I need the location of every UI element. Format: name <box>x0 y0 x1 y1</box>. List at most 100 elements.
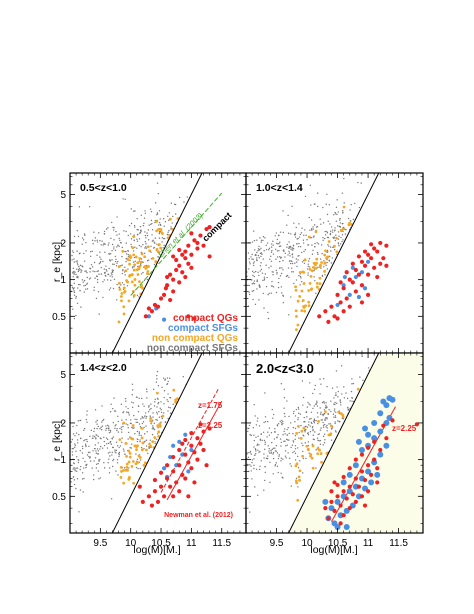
compact-sfg-point <box>365 259 371 264</box>
sfg-point <box>109 455 111 457</box>
sfg-point <box>312 434 314 436</box>
sfg-point <box>136 294 139 296</box>
sfg-point <box>76 439 79 441</box>
sfg-point <box>321 274 324 277</box>
x-tick-label: 10 <box>125 538 137 549</box>
sfg-point <box>312 228 314 230</box>
qg-point <box>125 462 129 466</box>
sfg-point <box>153 422 156 424</box>
sfg-point <box>183 201 185 203</box>
sfg-point <box>73 261 75 263</box>
sfg-point <box>247 456 250 459</box>
sfg-point <box>324 230 326 233</box>
sfg-point <box>315 226 318 228</box>
sfg-point <box>347 407 349 409</box>
sfg-point <box>104 251 106 253</box>
compact-qg-point <box>375 466 380 471</box>
sfg-point <box>334 394 337 397</box>
compact-qg-point <box>152 477 158 483</box>
qg-point <box>335 236 338 240</box>
sfg-point <box>270 452 272 455</box>
x-tick-label: 11 <box>363 538 374 549</box>
sfg-point <box>316 401 318 404</box>
compact-qg-point <box>362 249 368 254</box>
plot-area <box>246 353 423 533</box>
sfg-point <box>120 426 123 428</box>
sfg-point <box>269 461 271 464</box>
sfg-point <box>108 259 111 261</box>
qg-point <box>307 289 311 292</box>
sfg-point <box>140 214 142 216</box>
sfg-point <box>253 275 255 278</box>
qg-point <box>317 419 320 423</box>
sfg-point <box>253 289 255 292</box>
sfg-point <box>316 400 318 402</box>
sfg-point <box>93 261 96 264</box>
sfg-point <box>279 420 281 422</box>
sfg-point <box>77 442 79 444</box>
sfg-point <box>275 450 278 452</box>
sfg-point <box>260 247 262 249</box>
sfg-point <box>282 434 284 436</box>
sfg-point <box>118 455 120 458</box>
compact-qg-point <box>183 274 188 280</box>
qg-point <box>339 229 343 233</box>
sfg-point <box>280 441 283 444</box>
sfg-point <box>115 470 117 472</box>
sfg-point <box>297 418 299 421</box>
compact-qg-point <box>353 476 358 481</box>
sfg-point <box>95 463 98 465</box>
sfg-point <box>136 421 139 424</box>
sfg-point <box>103 462 105 464</box>
sfg-point <box>108 425 110 427</box>
sfg-point <box>266 436 268 438</box>
sfg-point <box>291 271 293 273</box>
qg-point <box>296 498 300 502</box>
sfg-point <box>335 392 337 394</box>
qg-point <box>132 294 136 297</box>
sfg-point <box>320 383 322 385</box>
sfg-point <box>95 438 97 440</box>
sfg-point <box>303 234 305 237</box>
sfg-point <box>92 478 95 481</box>
sfg-point <box>111 454 113 456</box>
sfg-point <box>128 225 131 227</box>
sfg-point <box>146 391 148 393</box>
compact-sfg-point <box>389 396 396 403</box>
sfg-point <box>317 422 319 425</box>
qg-point <box>174 398 178 402</box>
sfg-point <box>106 279 109 281</box>
x-tick-label: 11 <box>186 538 197 549</box>
sfg-point <box>316 192 319 194</box>
sfg-point <box>134 260 136 262</box>
qg-point <box>137 267 141 271</box>
sfg-point <box>74 468 76 470</box>
sfg-point <box>127 256 130 258</box>
compact-qg-point <box>338 521 343 526</box>
sfg-point <box>336 402 338 405</box>
sfg-point <box>152 412 154 414</box>
sfg-point <box>95 421 97 423</box>
sfg-point <box>135 421 137 424</box>
sfg-point <box>293 410 295 413</box>
sfg-point <box>252 258 254 261</box>
sfg-point <box>140 446 143 449</box>
qg-point <box>306 447 310 451</box>
sfg-point <box>296 238 298 240</box>
sfg-point <box>317 243 320 245</box>
sfg-point <box>257 494 259 496</box>
sfg-point <box>83 467 85 469</box>
sfg-point <box>105 425 107 427</box>
sfg-point <box>90 255 92 257</box>
sfg-point <box>127 234 130 237</box>
sfg-point <box>118 233 120 235</box>
sfg-point <box>121 431 123 433</box>
sfg-point <box>289 463 291 465</box>
sfg-point <box>97 462 99 465</box>
sfg-point <box>101 405 103 407</box>
sfg-point <box>141 422 144 425</box>
sfg-point <box>95 450 97 452</box>
sfg-point <box>335 431 337 433</box>
compact-qg-point <box>332 314 337 319</box>
sfg-point <box>147 239 150 241</box>
